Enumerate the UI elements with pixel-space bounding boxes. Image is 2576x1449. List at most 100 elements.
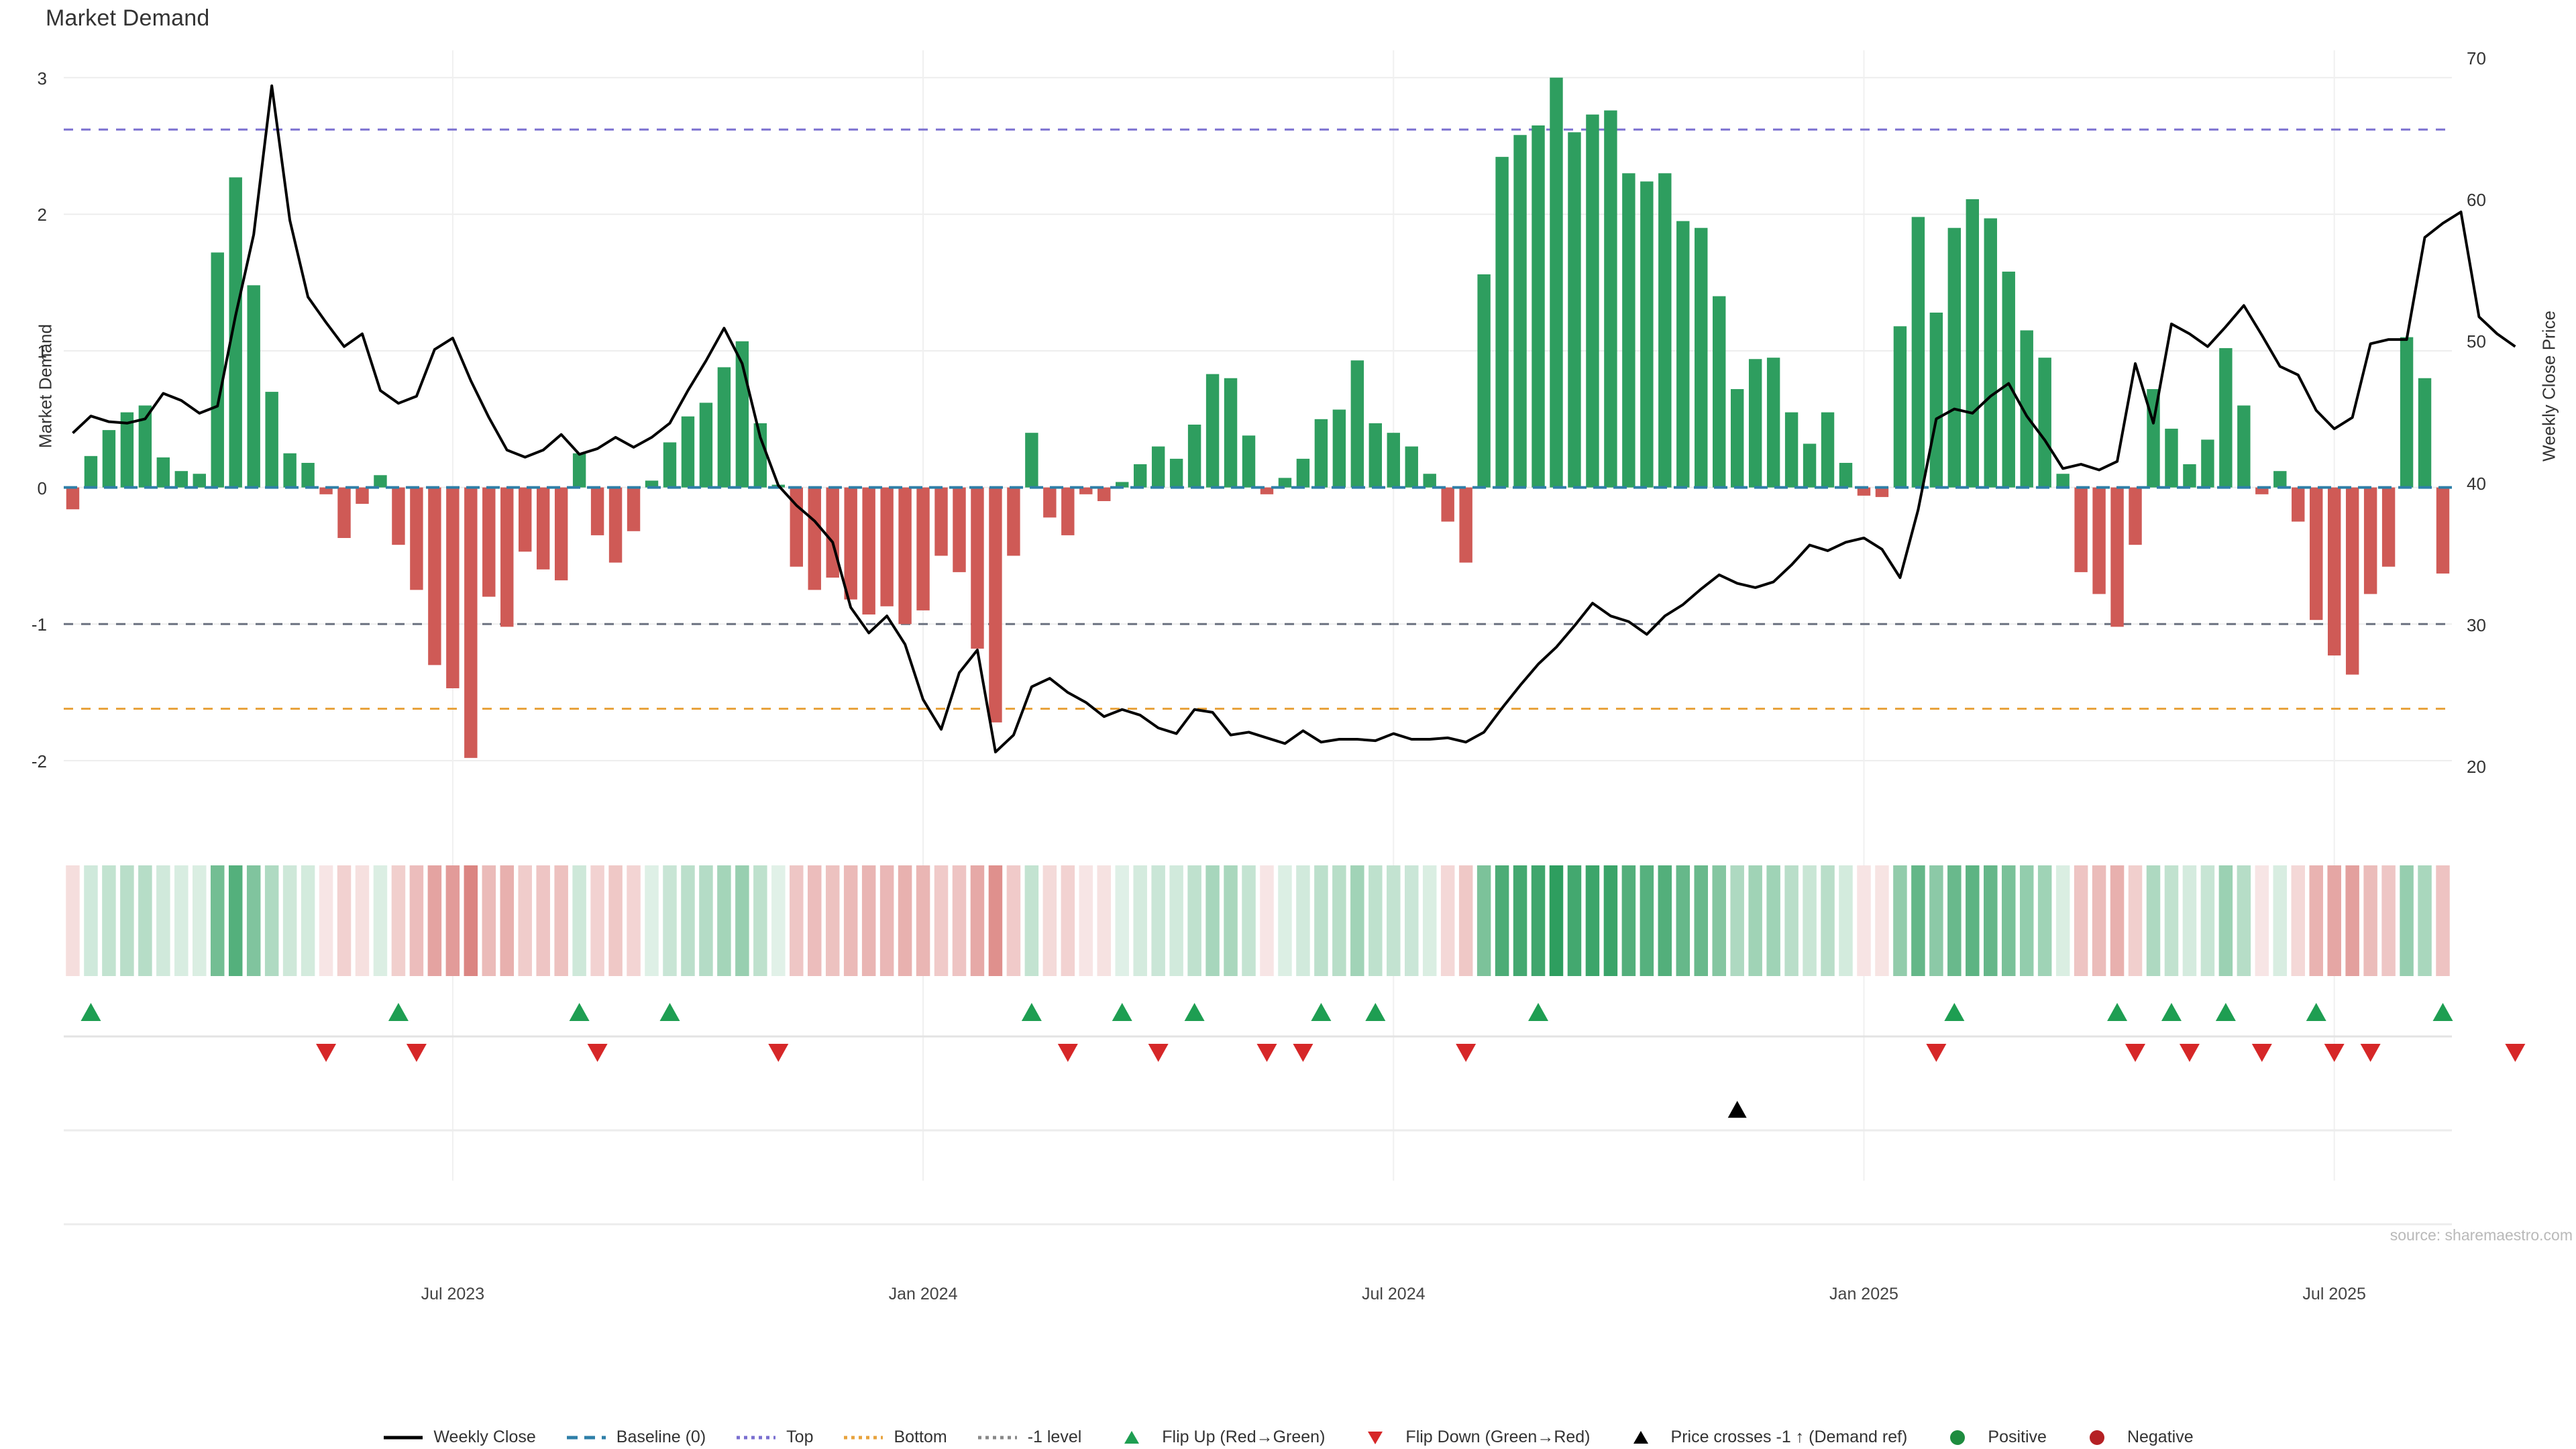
legend-label: Positive — [1988, 1428, 2047, 1446]
demand-bar — [1513, 135, 1527, 488]
demand-bar — [1676, 221, 1690, 488]
heatmap-cell — [1821, 865, 1835, 976]
demand-bar — [428, 487, 441, 665]
heatmap-cell — [2218, 865, 2233, 976]
heatmap-cell — [1368, 865, 1383, 976]
demand-bar — [663, 442, 677, 488]
heatmap-cell — [608, 865, 623, 976]
heatmap-cell — [2182, 865, 2197, 976]
heatmap-cell — [807, 865, 822, 976]
demand-bar — [1350, 360, 1364, 488]
heatmap-cell — [970, 865, 985, 976]
heatmap-cell — [934, 865, 949, 976]
demand-bar — [2310, 487, 2323, 621]
legend-item-top-level[interactable]: Top — [735, 1428, 813, 1447]
demand-bar — [1260, 487, 1274, 494]
legend-item-flip-down[interactable]: Flip Down (Green→Red) — [1354, 1428, 1591, 1447]
heatmap-cell — [1079, 865, 1093, 976]
heatmap-cell — [554, 865, 568, 976]
y-axis-left-tick: 3 — [37, 68, 47, 89]
flip-up-marker — [80, 1003, 101, 1021]
legend-item-negative[interactable]: Negative — [2076, 1428, 2194, 1447]
flip-down-marker — [2125, 1044, 2146, 1062]
price-cross-marker — [1727, 1101, 1747, 1118]
flip-up-marker — [2215, 1003, 2236, 1021]
demand-bar — [2273, 471, 2287, 488]
demand-bar — [229, 177, 242, 488]
demand-bar — [2345, 487, 2359, 675]
legend-item-bottom-level[interactable]: Bottom — [843, 1428, 947, 1447]
demand-bar — [1423, 474, 1436, 488]
demand-bar — [1097, 487, 1111, 501]
heatmap-cell — [2237, 865, 2251, 976]
demand-bar — [174, 471, 189, 488]
demand-bar — [138, 405, 152, 488]
heatmap-cell — [1911, 865, 1925, 976]
heatmap-cell — [916, 865, 930, 976]
demand-bar — [1459, 487, 1472, 563]
legend-item-minus-one[interactable]: -1 level — [977, 1428, 1081, 1447]
demand-bar — [572, 453, 586, 488]
flip-down-marker — [2505, 1044, 2526, 1062]
flip-up-marker — [1365, 1003, 1386, 1021]
demand-bar — [2255, 487, 2269, 494]
flip-up-marker — [2107, 1003, 2128, 1021]
heatmap-cell — [2418, 865, 2432, 976]
legend-label: Flip Down (Green→Red) — [1405, 1428, 1591, 1446]
legend-item-price-cross[interactable]: Price crosses -1 ↑ (Demand ref) — [1620, 1428, 1908, 1447]
legend-label: Weekly Close — [433, 1428, 536, 1446]
heatmap-cell — [1513, 865, 1527, 976]
y-axis-right-tick: 20 — [2467, 757, 2486, 777]
heatmap-cell — [518, 865, 532, 976]
tri-down-icon — [1354, 1429, 1396, 1446]
flip-down-marker — [2360, 1044, 2381, 1062]
demand-bar — [2110, 487, 2124, 627]
demand-bar — [446, 487, 460, 688]
heatmap-cell — [1151, 865, 1165, 976]
y-axis-right-tick: 50 — [2467, 331, 2486, 352]
heatmap-cell — [1260, 865, 1274, 976]
heatmap-cell — [2436, 865, 2450, 976]
heatmap-cell — [1440, 865, 1455, 976]
legend-label: Baseline (0) — [616, 1428, 706, 1446]
heatmap-cell — [663, 865, 677, 976]
flip-down-marker — [768, 1044, 789, 1062]
demand-bar — [2400, 337, 2414, 488]
demand-bar — [464, 487, 478, 758]
heatmap-cell — [1947, 865, 1962, 976]
heatmap-cell — [138, 865, 152, 976]
weekly-close-line — [72, 84, 2516, 754]
legend-label: Price crosses -1 ↑ (Demand ref) — [1670, 1428, 1908, 1446]
chart-legend: Weekly Close Baseline (0) Top Bottom -1 leve… — [0, 1428, 2576, 1447]
demand-bar — [1857, 487, 1871, 496]
heatmap-cell — [2037, 865, 2052, 976]
heatmap-cell — [1133, 865, 1147, 976]
heatmap-cell — [2110, 865, 2125, 976]
demand-bar — [681, 416, 695, 488]
legend-item-flip-up[interactable]: Flip Up (Red→Green) — [1111, 1428, 1325, 1447]
demand-bar — [2219, 347, 2233, 488]
heatmap-cell — [1495, 865, 1509, 976]
demand-bar — [156, 457, 170, 488]
heatmap-cell — [699, 865, 713, 976]
legend-label: Bottom — [894, 1428, 947, 1446]
legend-item-positive[interactable]: Positive — [1937, 1428, 2047, 1447]
heatmap-cell — [2363, 865, 2377, 976]
flip-up-marker — [388, 1003, 409, 1021]
heatmap-cell — [645, 865, 659, 976]
heatmap-cell — [246, 865, 261, 976]
dot-icon — [1937, 1429, 1978, 1446]
heatmap-cell — [2291, 865, 2306, 976]
legend-item-weekly-close[interactable]: Weekly Close — [382, 1428, 536, 1447]
demand-bar — [1766, 358, 1780, 488]
heatmap-cell — [2273, 865, 2288, 976]
flip-down-marker — [1456, 1044, 1477, 1062]
legend-label: Top — [786, 1428, 814, 1446]
demand-bar — [211, 252, 224, 488]
heatmap-cell — [319, 865, 333, 976]
flip-up-marker — [1311, 1003, 1332, 1021]
legend-item-baseline[interactable]: Baseline (0) — [566, 1428, 706, 1447]
flip-up-marker — [2161, 1003, 2182, 1021]
demand-bar — [2292, 487, 2305, 522]
